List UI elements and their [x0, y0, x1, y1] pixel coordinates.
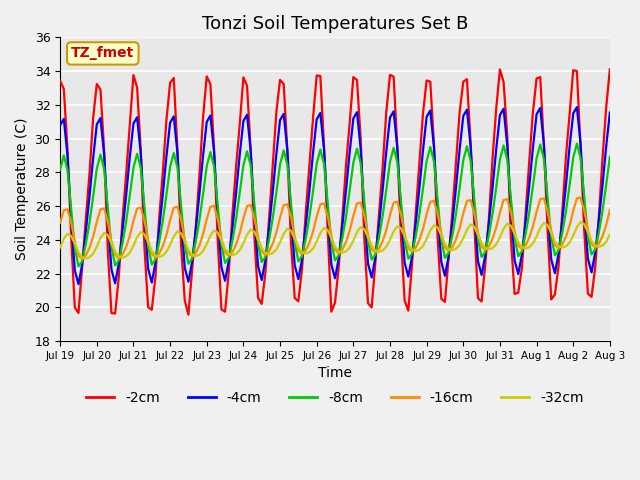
-32cm	[328, 235, 335, 241]
Line: -2cm: -2cm	[60, 69, 610, 315]
Line: -32cm: -32cm	[60, 222, 610, 259]
X-axis label: Time: Time	[318, 366, 352, 381]
-2cm	[56, 78, 64, 84]
-2cm	[328, 309, 335, 314]
Legend: -2cm, -4cm, -8cm, -16cm, -32cm: -2cm, -4cm, -8cm, -16cm, -32cm	[81, 385, 589, 410]
-32cm	[602, 239, 610, 245]
-16cm	[408, 249, 416, 254]
-32cm	[56, 244, 64, 250]
Text: TZ_fmet: TZ_fmet	[71, 47, 134, 60]
-32cm	[577, 219, 584, 225]
-16cm	[394, 199, 401, 204]
-32cm	[606, 232, 614, 238]
-8cm	[56, 167, 64, 172]
-4cm	[602, 144, 610, 149]
-32cm	[408, 247, 416, 253]
-8cm	[75, 264, 83, 269]
-4cm	[573, 104, 580, 110]
-16cm	[577, 194, 584, 200]
-4cm	[328, 262, 335, 267]
-4cm	[606, 109, 614, 115]
Line: -4cm: -4cm	[60, 107, 610, 284]
-2cm	[254, 295, 262, 301]
Line: -8cm: -8cm	[60, 144, 610, 266]
-8cm	[573, 141, 580, 146]
-8cm	[394, 159, 401, 165]
-4cm	[75, 281, 83, 287]
-16cm	[78, 256, 86, 262]
-4cm	[56, 122, 64, 128]
-8cm	[328, 239, 335, 245]
-32cm	[82, 256, 90, 262]
-32cm	[394, 223, 401, 229]
-2cm	[394, 144, 401, 150]
-16cm	[602, 222, 610, 228]
Title: Tonzi Soil Temperatures Set B: Tonzi Soil Temperatures Set B	[202, 15, 468, 33]
Line: -16cm: -16cm	[60, 197, 610, 259]
-2cm	[445, 254, 452, 260]
-32cm	[254, 237, 262, 242]
-16cm	[56, 220, 64, 226]
-16cm	[328, 233, 335, 239]
Y-axis label: Soil Temperature (C): Soil Temperature (C)	[15, 118, 29, 261]
-16cm	[445, 248, 452, 253]
-32cm	[445, 246, 452, 252]
-2cm	[606, 66, 614, 72]
-2cm	[598, 155, 606, 160]
-8cm	[602, 181, 610, 187]
-2cm	[408, 262, 416, 268]
-8cm	[606, 154, 614, 160]
-2cm	[184, 312, 192, 318]
-16cm	[254, 235, 262, 240]
-4cm	[445, 253, 452, 259]
-16cm	[606, 207, 614, 213]
-8cm	[254, 240, 262, 246]
-4cm	[394, 145, 401, 151]
-4cm	[408, 254, 416, 260]
-4cm	[254, 264, 262, 269]
-8cm	[408, 251, 416, 257]
-8cm	[445, 250, 452, 256]
